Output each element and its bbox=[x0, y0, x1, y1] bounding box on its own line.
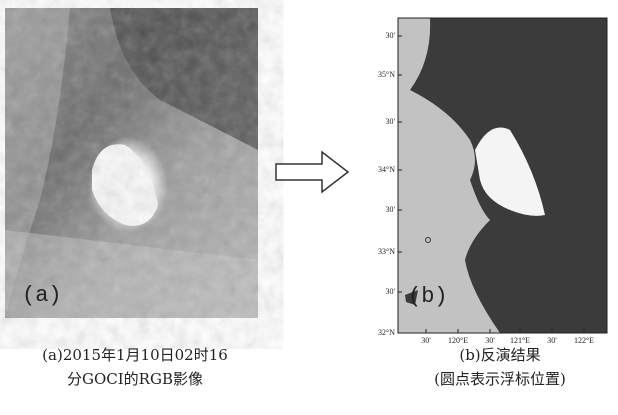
y-tick-label: 32°N bbox=[378, 328, 395, 337]
x-tick-label: 30' bbox=[485, 336, 495, 345]
arrow bbox=[276, 152, 348, 192]
caption: 分GOCI的RGB影像 bbox=[67, 370, 203, 388]
caption: (圆点表示浮标位置) bbox=[434, 370, 566, 388]
x-tick-label: 30' bbox=[421, 336, 431, 345]
y-tick-label: 33°N bbox=[378, 247, 395, 256]
x-tick-label: 30' bbox=[547, 336, 557, 345]
figure: (a) (b) (a)2015年1月10日02时16 分GOCI的RGB影像 (… bbox=[0, 0, 618, 411]
y-tick-label: 30' bbox=[386, 31, 396, 40]
panel-label: (b) bbox=[408, 284, 448, 309]
caption: (a)2015年1月10日02时16 bbox=[42, 346, 228, 364]
caption: (b)反演结果 bbox=[459, 346, 540, 364]
x-tick-label: 122°E bbox=[574, 336, 594, 345]
y-tick-label: 30' bbox=[386, 287, 396, 296]
x-tick-label: 121°E bbox=[510, 336, 530, 345]
result-map: (b) bbox=[398, 18, 607, 333]
x-tick-label: 120°E bbox=[448, 336, 468, 345]
y-tick-label: 34°N bbox=[378, 165, 395, 174]
y-tick-label: 30' bbox=[386, 117, 396, 126]
satellite-image: (a) bbox=[5, 8, 258, 318]
panel-label: (a) bbox=[22, 283, 62, 308]
y-tick-label: 35°N bbox=[378, 70, 395, 79]
y-tick-label: 30' bbox=[386, 205, 396, 214]
